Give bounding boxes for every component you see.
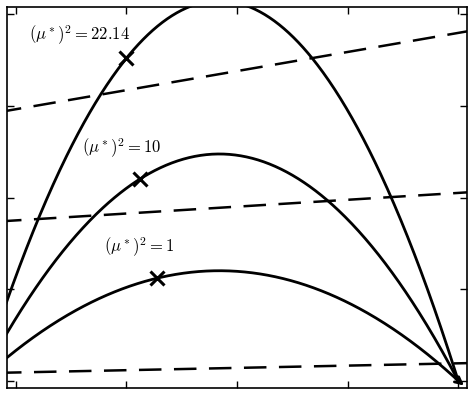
Text: $(\mu^*)^2=1$: $(\mu^*)^2=1$ — [104, 236, 175, 260]
Text: $(\mu^*)^2=22.14$: $(\mu^*)^2=22.14$ — [29, 23, 130, 47]
Text: $(\mu^*)^2=10$: $(\mu^*)^2=10$ — [82, 137, 162, 160]
